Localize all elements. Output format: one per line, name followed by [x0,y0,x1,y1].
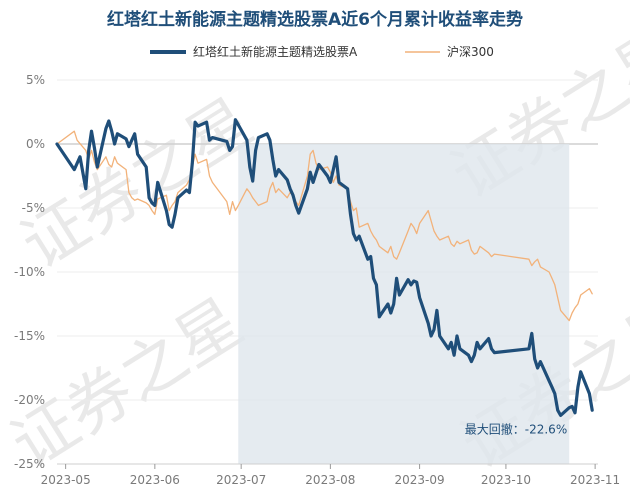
y-tick-label: 0% [26,137,45,151]
y-tick-label: -25% [14,457,45,471]
chart-title: 红塔红土新能源主题精选股票A近6个月累计收益率走势 [107,9,523,30]
x-tick-label: 2023-08 [305,473,355,487]
x-tick-label: 2023-07 [216,473,266,487]
fund-series-line [55,118,594,417]
y-tick-label: -10% [14,265,45,279]
watermark: 证券之星 [9,85,265,283]
x-tick-label: 2023-11 [570,473,620,487]
x-tick-label: 2023-06 [130,473,180,487]
y-tick-label: -20% [14,393,45,407]
legend-label-index: 沪深300 [447,45,494,59]
y-tick-label: 5% [26,73,45,87]
legend: 红塔红土新能源主题精选股票A 沪深300 [150,44,494,59]
y-axis: 5% 0% -5% -10% -15% -20% -25% [14,73,45,471]
y-tick-label: -5% [22,201,45,215]
x-axis: 2023-05 2023-06 2023-07 2023-08 2023-09 2023-… [41,463,620,487]
drawdown-region [238,144,570,464]
legend-label-fund: 红塔红土新能源主题精选股票A [193,44,358,59]
drawdown-shade [238,144,570,464]
y-tick-label: -15% [14,329,45,343]
x-tick-label: 2023-05 [41,473,91,487]
max-drawdown-label: 最大回撤：-22.6% [465,421,567,436]
x-tick-label: 2023-09 [395,473,445,487]
watermark-2: 证券之星 [0,285,256,483]
series-lines [55,118,594,417]
x-tick-label: 2023-10 [481,473,531,487]
